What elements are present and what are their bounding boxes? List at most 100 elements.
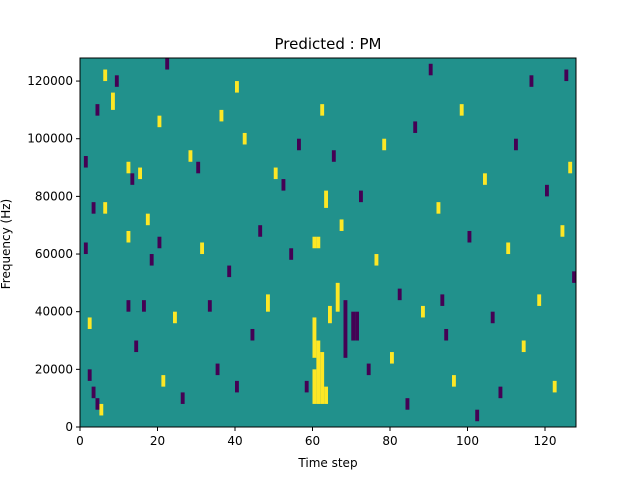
x-tick-label: 80 bbox=[382, 434, 397, 448]
x-tick-label: 20 bbox=[150, 434, 165, 448]
heatmap-cell bbox=[149, 254, 154, 266]
heatmap-cell bbox=[87, 369, 92, 381]
heatmap-cell bbox=[339, 219, 344, 231]
heatmap-cell bbox=[297, 138, 301, 151]
y-axis-label: Frequency (Hz) bbox=[0, 199, 13, 290]
y-axis: 0 20000 40000 60000 80000 100000 120000 bbox=[27, 74, 80, 434]
heatmap-cell bbox=[335, 282, 340, 312]
heatmap-cell bbox=[440, 294, 445, 306]
heatmap-cell bbox=[215, 363, 220, 376]
heatmap-cell bbox=[397, 288, 402, 301]
heatmap-cell bbox=[405, 398, 410, 410]
y-tick-label: 120000 bbox=[27, 74, 73, 88]
heatmap-cell bbox=[95, 398, 100, 410]
x-tick-label: 60 bbox=[305, 434, 320, 448]
heatmap-cell bbox=[564, 69, 569, 82]
heatmap-cell bbox=[219, 109, 224, 122]
heatmap-cell bbox=[324, 190, 329, 208]
heatmap-cell bbox=[273, 167, 278, 180]
heatmap-cell bbox=[413, 121, 418, 133]
heatmap-cell bbox=[444, 328, 449, 341]
heatmap-cell bbox=[173, 311, 177, 324]
heatmap-background bbox=[80, 58, 576, 427]
heatmap-cell bbox=[351, 311, 356, 341]
heatmap-cell bbox=[87, 317, 92, 329]
heatmap-cell bbox=[103, 69, 108, 82]
heatmap-cell bbox=[91, 202, 96, 214]
heatmap-cell bbox=[126, 161, 131, 174]
heatmap-cell bbox=[359, 190, 363, 203]
heatmap-cell bbox=[560, 225, 565, 237]
heatmap-cell bbox=[452, 375, 456, 387]
heatmap-cell bbox=[266, 294, 270, 312]
heatmap-cell bbox=[180, 392, 185, 404]
x-tick-label: 0 bbox=[76, 434, 84, 448]
heatmap-cell bbox=[312, 236, 317, 249]
x-axis-label: Time step bbox=[297, 456, 357, 470]
heatmap-cell bbox=[95, 104, 100, 116]
heatmap-cell bbox=[320, 104, 325, 116]
heatmap-cell bbox=[312, 317, 317, 358]
heatmap-cell bbox=[138, 167, 143, 180]
x-tick-label: 120 bbox=[534, 434, 557, 448]
heatmap-cell bbox=[374, 254, 379, 266]
heatmap-cell bbox=[390, 352, 394, 364]
heatmap-cell bbox=[130, 173, 135, 185]
heatmap-cell bbox=[436, 202, 441, 214]
heatmap-cell bbox=[250, 328, 255, 341]
heatmap-cell bbox=[258, 225, 263, 237]
heatmap-cell bbox=[235, 81, 239, 93]
heatmap-cell bbox=[188, 150, 193, 162]
heatmap-cell bbox=[421, 305, 425, 318]
heatmap-cell bbox=[529, 75, 534, 87]
plot-area bbox=[79, 57, 577, 428]
chart-title: Predicted : PM bbox=[275, 35, 382, 53]
heatmap-cell bbox=[331, 150, 336, 162]
heatmap-cell bbox=[157, 115, 162, 128]
heatmap-cell bbox=[227, 265, 232, 278]
heatmap-cell bbox=[506, 242, 511, 255]
x-tick-label: 40 bbox=[227, 434, 242, 448]
heatmap-cell bbox=[552, 380, 557, 393]
heatmap-cell bbox=[83, 242, 88, 255]
heatmap-cell bbox=[281, 179, 286, 191]
y-tick-label: 0 bbox=[65, 420, 73, 434]
heatmap-cell bbox=[428, 63, 433, 76]
heatmap-cell bbox=[235, 380, 239, 393]
heatmap-cell bbox=[165, 58, 170, 70]
heatmap-cell bbox=[126, 300, 131, 312]
y-tick-label: 80000 bbox=[35, 189, 73, 203]
y-tick-label: 20000 bbox=[35, 362, 73, 376]
heatmap-cell bbox=[142, 300, 146, 312]
heatmap-cell bbox=[157, 236, 162, 249]
heatmap-cell bbox=[328, 305, 332, 324]
heatmap-cell bbox=[242, 132, 247, 145]
heatmap-cell bbox=[103, 202, 108, 214]
y-tick-label: 100000 bbox=[27, 132, 73, 146]
heatmap-cell bbox=[475, 409, 480, 422]
heatmap-cell bbox=[91, 386, 96, 399]
heatmap-cell bbox=[316, 236, 321, 249]
heatmap-cell bbox=[355, 311, 360, 341]
plot-frame bbox=[79, 57, 577, 428]
heatmap-cell bbox=[312, 369, 317, 404]
y-tick-label: 60000 bbox=[35, 247, 73, 261]
heatmap-cell bbox=[161, 375, 166, 387]
x-tick-label: 100 bbox=[456, 434, 479, 448]
heatmap-cell bbox=[568, 161, 573, 174]
heatmap-cell bbox=[289, 248, 294, 260]
heatmap-cell bbox=[111, 92, 115, 110]
heatmap-cell bbox=[514, 138, 518, 151]
heatmap-cell bbox=[316, 340, 321, 404]
heatmap-cell bbox=[537, 294, 542, 306]
heatmap-cell bbox=[498, 386, 503, 399]
heatmap-cell bbox=[126, 230, 131, 243]
heatmap-cell bbox=[343, 300, 348, 358]
heatmap-cell bbox=[200, 242, 205, 255]
heatmap-cell bbox=[83, 156, 88, 168]
heatmap-cell bbox=[134, 340, 139, 353]
heatmap-cell bbox=[521, 340, 526, 353]
heatmap-cell bbox=[145, 213, 150, 226]
